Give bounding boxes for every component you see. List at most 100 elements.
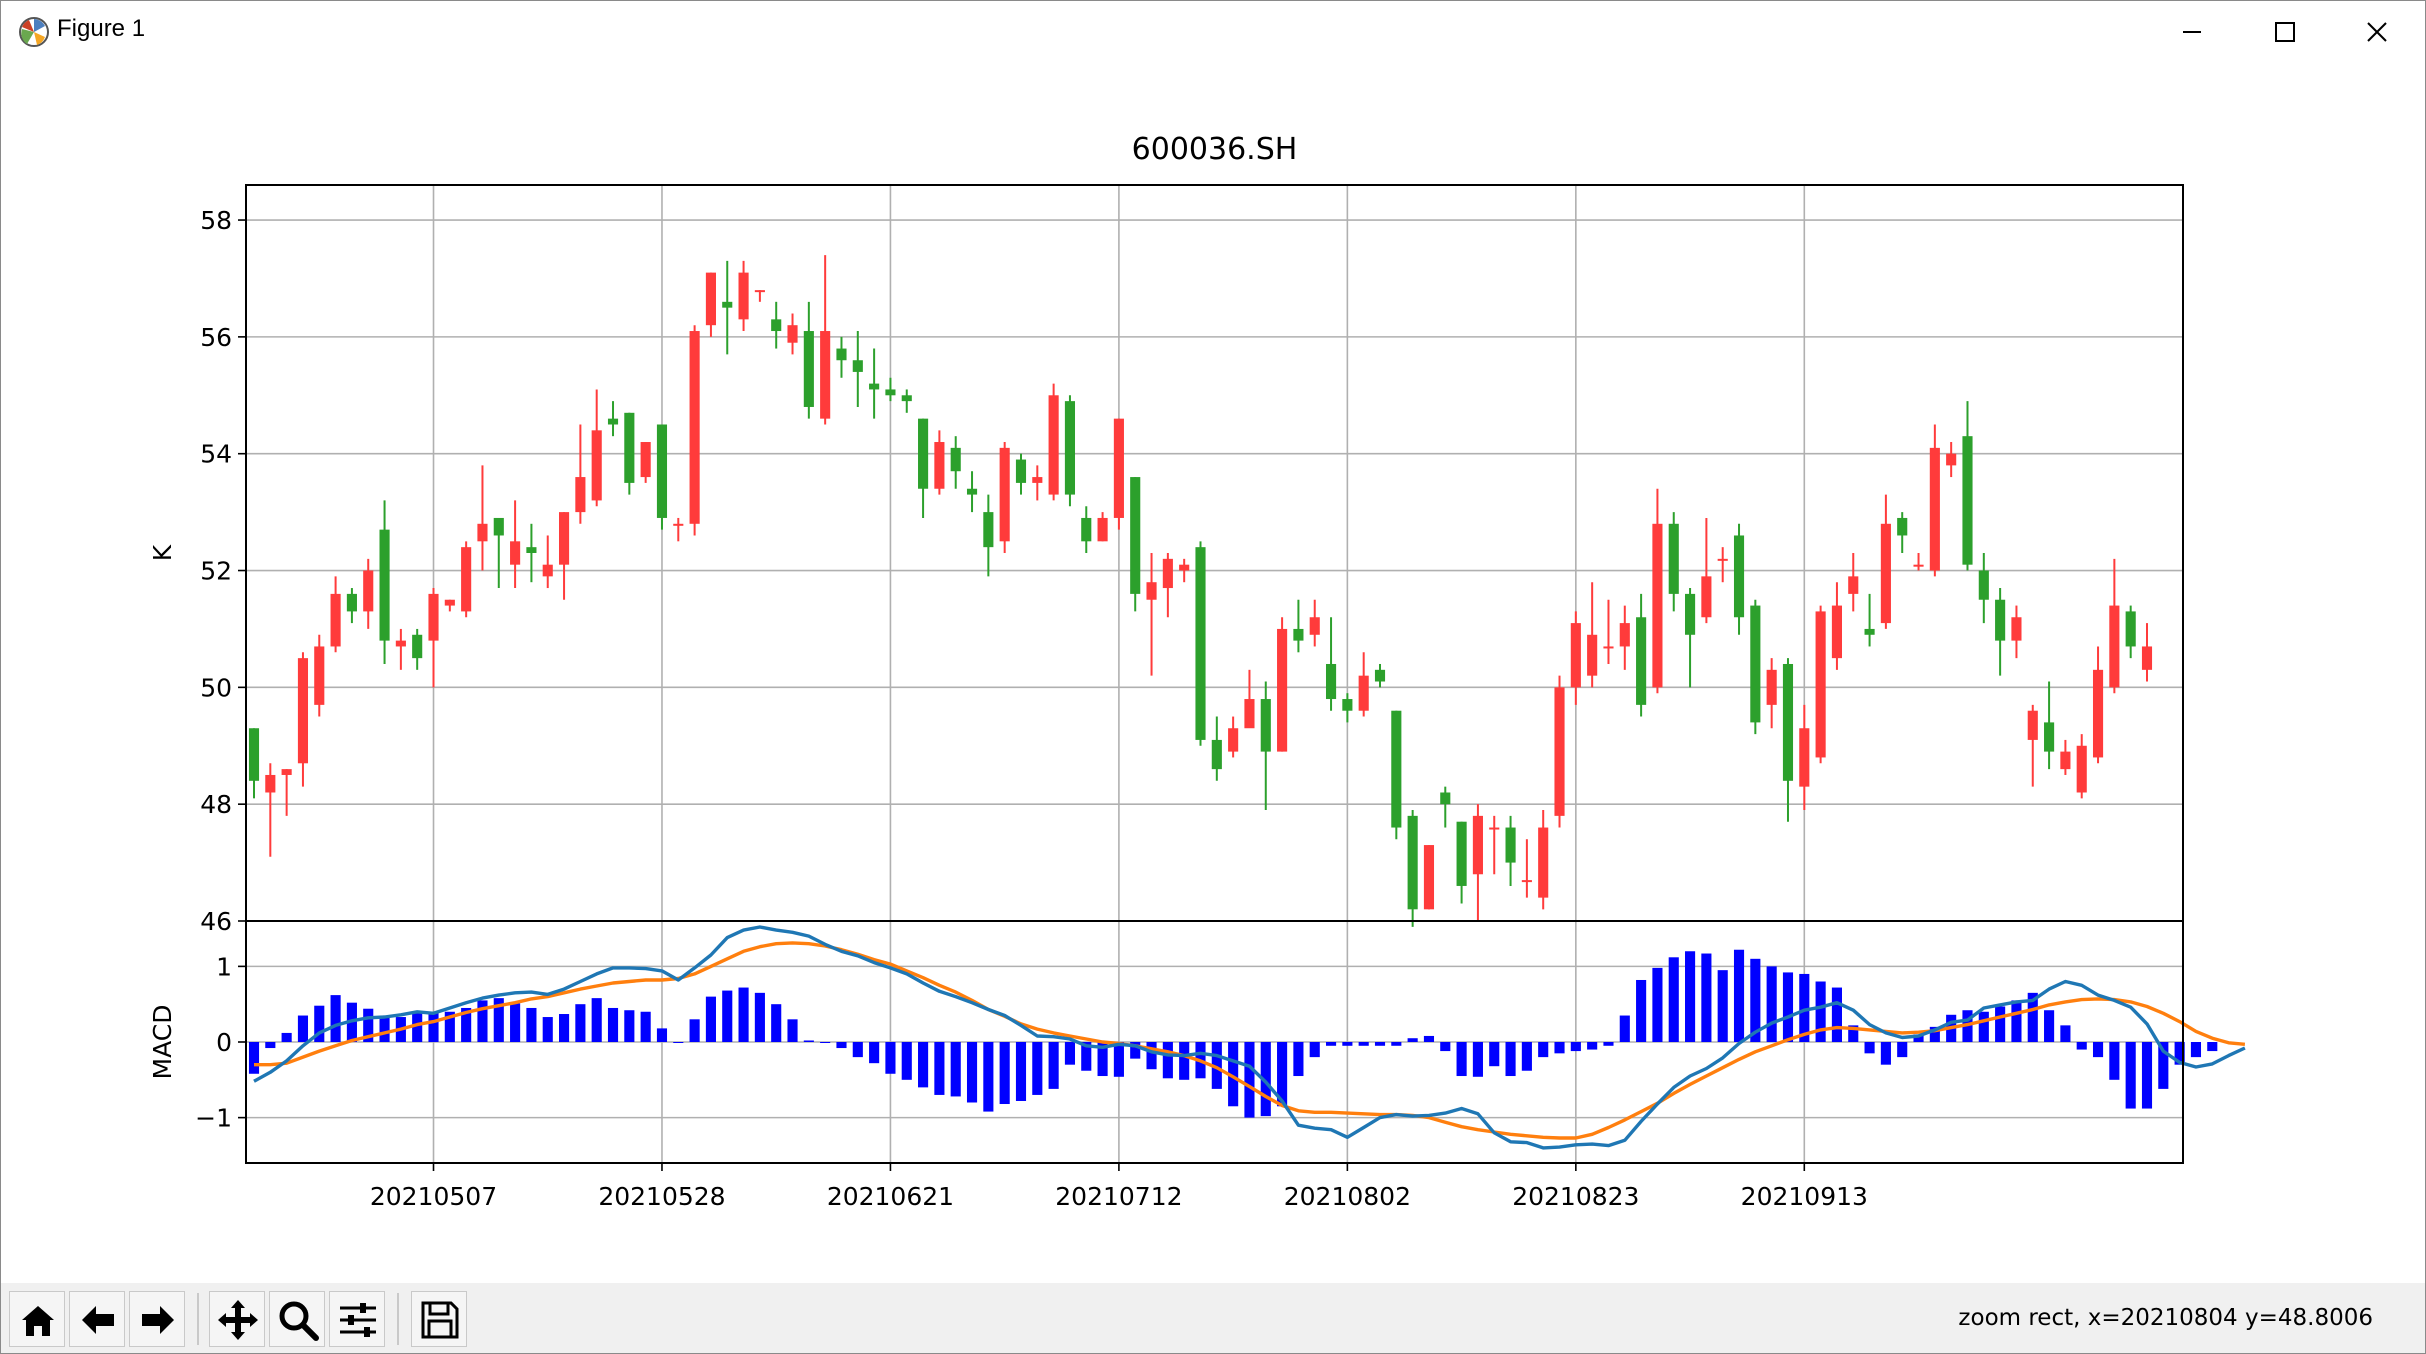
x-tick-label: 20210621 [827,1182,954,1211]
y-tick-label: 46 [200,907,232,936]
macd-bar [1913,1034,1924,1042]
candle-body [2076,745,2087,793]
macd-bar [983,1042,994,1112]
candle-body [1995,599,2006,641]
macd-axis-label: MACD [148,1005,177,1080]
macd-bar [1489,1042,1500,1067]
y-tick-label: 1 [216,952,232,981]
candle-body [1342,699,1353,711]
macd-bar [934,1042,945,1095]
candle-body [2109,605,2120,688]
dif-line [253,925,2246,1150]
candle-body [1440,792,1451,805]
macd-bar [461,1007,472,1042]
figure-canvas[interactable]: 600036.SH 46 48 50 52 54 56 58 −1 0 1 20210507 20210… [1,63,2425,1283]
candle-body [640,442,651,478]
macd-bar [2109,1042,2120,1080]
macd-bar [1130,1042,1141,1059]
candle-body [852,360,863,372]
candle-body [395,640,406,647]
macd-bar [1848,1025,1859,1042]
x-tick-label: 20210823 [1512,1182,1639,1211]
macd-bar [918,1042,929,1088]
candle-body [1146,582,1157,600]
candle-body [1913,564,1924,567]
title-bar[interactable]: Figure 1 [1,1,2425,63]
candle-body [2125,611,2136,647]
arrow-left-icon [82,1306,114,1334]
macd-bar [591,998,602,1042]
candle-body [705,272,716,326]
macd-bar [265,1042,276,1049]
chart-title: 600036.SH [1132,132,1298,167]
macd-bar [869,1042,880,1064]
macd-bar [559,1014,570,1042]
back-button[interactable] [69,1291,125,1347]
toolbar-separator [197,1293,199,1345]
macd-bar [722,990,733,1042]
candle-body [559,512,570,565]
macd-bar [1146,1042,1157,1070]
macd-bar [2044,1010,2055,1042]
zoom-button[interactable] [269,1291,325,1347]
home-button[interactable] [9,1291,65,1347]
x-tick-label: 20210528 [598,1182,725,1211]
macd-bar [2060,1025,2071,1042]
minimize-button[interactable] [2147,1,2239,63]
close-button[interactable] [2331,1,2423,63]
macd-bar [624,1010,635,1042]
candle-body [1113,418,1124,518]
macd-bar [281,1032,292,1042]
candle-body [787,325,798,343]
chart-svg[interactable]: 600036.SH 46 48 50 52 54 56 58 −1 0 1 20210507 20210… [1,63,2425,1283]
candle-body [1619,623,1630,647]
macd-bar [363,1008,374,1042]
macd-bar [787,1019,798,1042]
candle-body [1782,663,1794,781]
candle-body [248,728,260,781]
candle-body [1048,395,1059,495]
macd-bar [2092,1042,2104,1058]
macd-bar [1505,1042,1516,1077]
macd-bar [1015,1042,1027,1101]
candle-body [803,331,814,407]
macd-bar [1995,1006,2006,1042]
pan-button[interactable] [209,1291,265,1347]
configure-subplots-button[interactable] [329,1291,385,1347]
macd-bar [2027,992,2038,1042]
macd-bar [738,987,749,1042]
macd-bar [2174,1042,2185,1065]
candle-body [1179,564,1190,571]
candle-body [461,547,472,612]
macd-bar [1179,1042,1190,1080]
candle-body [869,383,880,390]
candle-body [673,523,684,526]
macd-bar [2011,1000,2022,1042]
magnifier-icon [279,1301,319,1341]
toolbar-separator [397,1293,399,1345]
macd-bar [1799,973,1810,1042]
candle-body [624,412,635,483]
status-readout: zoom rect, x=20210804 y=48.8006 [1958,1305,2373,1331]
candle-body [1554,687,1565,816]
candle-body [738,272,749,320]
forward-button[interactable] [129,1291,185,1347]
candle-body [1717,558,1728,561]
candle-body [1587,634,1598,676]
macd-bar [1097,1042,1108,1077]
maximize-button[interactable] [2239,1,2331,63]
navigation-toolbar: zoom rect, x=20210804 y=48.8006 [1,1283,2425,1353]
candle-body [885,389,896,396]
save-button[interactable] [411,1291,467,1347]
close-icon [2367,22,2387,42]
macd-bar [705,996,716,1042]
y-tick-label: 54 [200,440,232,469]
macd-bar [1978,1011,1989,1042]
y-tick-label: −1 [195,1104,232,1133]
candle-body [1750,605,1761,723]
macd-bar [836,1042,847,1049]
macd-bar [2125,1042,2136,1109]
y-tick-label: 48 [200,790,232,819]
candle-body [2027,710,2038,740]
candle-body [820,331,831,419]
